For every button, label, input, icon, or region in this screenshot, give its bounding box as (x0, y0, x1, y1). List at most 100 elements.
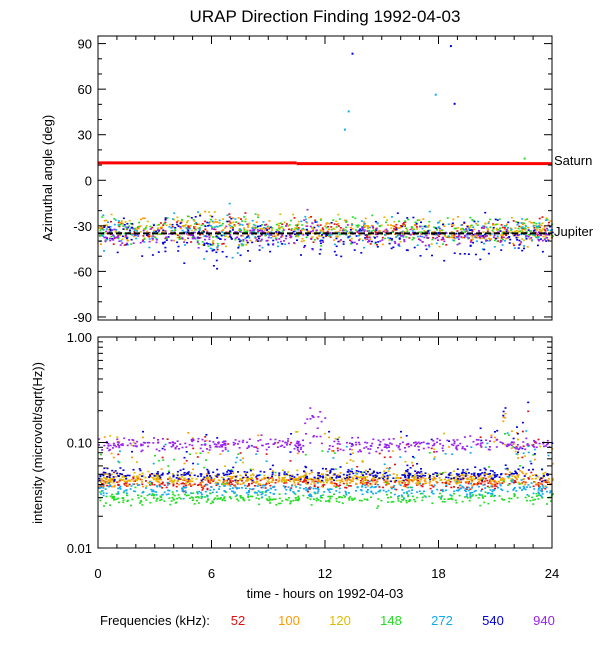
intensity-point-940khz (398, 448, 401, 451)
intensity-point-148khz (230, 497, 233, 500)
intensity-point-272khz (153, 490, 156, 493)
azimuth-point-52khz (199, 233, 201, 236)
intensity-point-272khz (132, 483, 135, 485)
intensity-point-100khz (440, 479, 443, 481)
intensity-point-940khz (547, 442, 549, 445)
intensity-point-100khz (540, 483, 543, 485)
azimuth-point-120khz (188, 231, 190, 233)
azimuth-point-540khz (420, 221, 422, 224)
azimuth-point-540khz (237, 247, 240, 249)
azimuth-point-940khz (458, 242, 461, 245)
intensity-point-100khz (410, 478, 413, 481)
intensity-point-940khz (126, 444, 129, 447)
intensity-point-120khz (508, 471, 511, 474)
intensity-point-148khz (447, 498, 450, 500)
intensity-point-272khz (299, 483, 302, 486)
azimuth-point-940khz (259, 229, 262, 232)
azimuth-point-120khz (391, 225, 394, 227)
intensity-point-100khz (432, 479, 435, 481)
intensity-point-120khz (127, 479, 130, 482)
intensity-point-52khz (336, 447, 339, 450)
azimuth-point-52khz (512, 220, 515, 222)
intensity-point-100khz (227, 483, 230, 486)
intensity-point-148khz (237, 499, 240, 502)
intensity-point-540khz (296, 473, 299, 476)
intensity-point-120khz (171, 479, 174, 482)
intensity-point-120khz (470, 477, 473, 479)
azimuth-point-100khz (524, 219, 527, 221)
intensity-point-120khz (510, 478, 513, 480)
intensity-point-100khz (223, 480, 226, 482)
intensity-point-272khz (198, 490, 201, 493)
intensity-point-120khz (220, 476, 223, 479)
intensity-point-540khz (355, 477, 358, 480)
intensity-point-272khz (462, 486, 465, 489)
azimuth-point-272khz (363, 222, 366, 225)
intensity-point-148khz (196, 499, 198, 502)
intensity-point-100khz (487, 476, 490, 478)
azimuth-point-272khz (109, 225, 112, 228)
intensity-point-100khz (346, 482, 348, 485)
intensity-point-120khz (307, 478, 310, 481)
intensity-point-540khz (180, 473, 183, 476)
intensity-point-148khz (329, 497, 332, 500)
azimuth-point-940khz (453, 236, 456, 239)
intensity-point-52khz (430, 447, 433, 450)
azimuth-point-540khz (413, 246, 416, 249)
intensity-point-940khz (519, 446, 522, 448)
azimuth-point-120khz (450, 236, 452, 238)
azimuth-point-940khz (191, 234, 194, 236)
intensity-point-272khz (542, 487, 545, 489)
intensity-point-100khz (495, 481, 498, 483)
azimuth-point-272khz (129, 227, 132, 229)
azimuth-point-52khz (316, 237, 319, 240)
azimuth-point-148khz (178, 235, 181, 238)
intensity-point-100khz (339, 481, 342, 484)
intensity-point-52khz (342, 482, 345, 485)
intensity-point-52khz (303, 479, 306, 482)
intensity-point-540khz (257, 474, 260, 477)
azimuth-point-540khz (359, 228, 362, 230)
intensity-point-540khz (430, 438, 433, 441)
azimuth-point-272khz (143, 241, 146, 243)
intensity-point-148khz (407, 495, 410, 498)
intensity-point-100khz (418, 481, 421, 483)
azimuth-point-272khz (490, 233, 493, 235)
intensity-point-940khz (513, 446, 516, 449)
intensity-point-272khz (445, 489, 447, 492)
intensity-point-540khz (352, 472, 355, 475)
azimuth-point-940khz (400, 231, 403, 234)
intensity-point-100khz (104, 477, 107, 480)
azimuth-point-52khz (221, 243, 224, 245)
intensity-point-120khz (524, 474, 527, 476)
intensity-point-52khz (445, 485, 448, 487)
intensity-point-148khz (239, 496, 242, 498)
intensity-point-52khz (161, 487, 164, 489)
azimuth-point-100khz (243, 227, 246, 229)
azimuth-point-120khz (482, 231, 485, 233)
azimuth-point-272khz (531, 239, 533, 241)
intensity-point-100khz (172, 480, 175, 483)
intensity-point-272khz (388, 474, 391, 476)
azimuth-point-940khz (409, 234, 412, 236)
azimuth-point-272khz (520, 227, 523, 229)
intensity-point-52khz (237, 480, 239, 482)
intensity-point-540khz (362, 474, 365, 477)
intensity-point-940khz (354, 441, 357, 444)
intensity-point-100khz (517, 457, 519, 459)
intensity-point-100khz (401, 479, 404, 482)
intensity-point-540khz (111, 469, 114, 472)
azimuth-point-540khz (395, 228, 398, 231)
azimuth-point-940khz (385, 228, 388, 231)
intensity-point-148khz (397, 498, 400, 500)
intensity-point-540khz (407, 472, 410, 475)
intensity-point-940khz (148, 441, 151, 444)
intensity-point-120khz (254, 482, 257, 484)
azimuth-point-120khz (163, 230, 166, 232)
intensity-point-940khz (364, 441, 367, 444)
intensity-point-940khz (170, 445, 173, 448)
intensity-point-52khz (382, 486, 385, 489)
azimuth-point-100khz (153, 229, 156, 232)
intensity-point-272khz (491, 490, 494, 493)
intensity-point-940khz (172, 443, 175, 446)
